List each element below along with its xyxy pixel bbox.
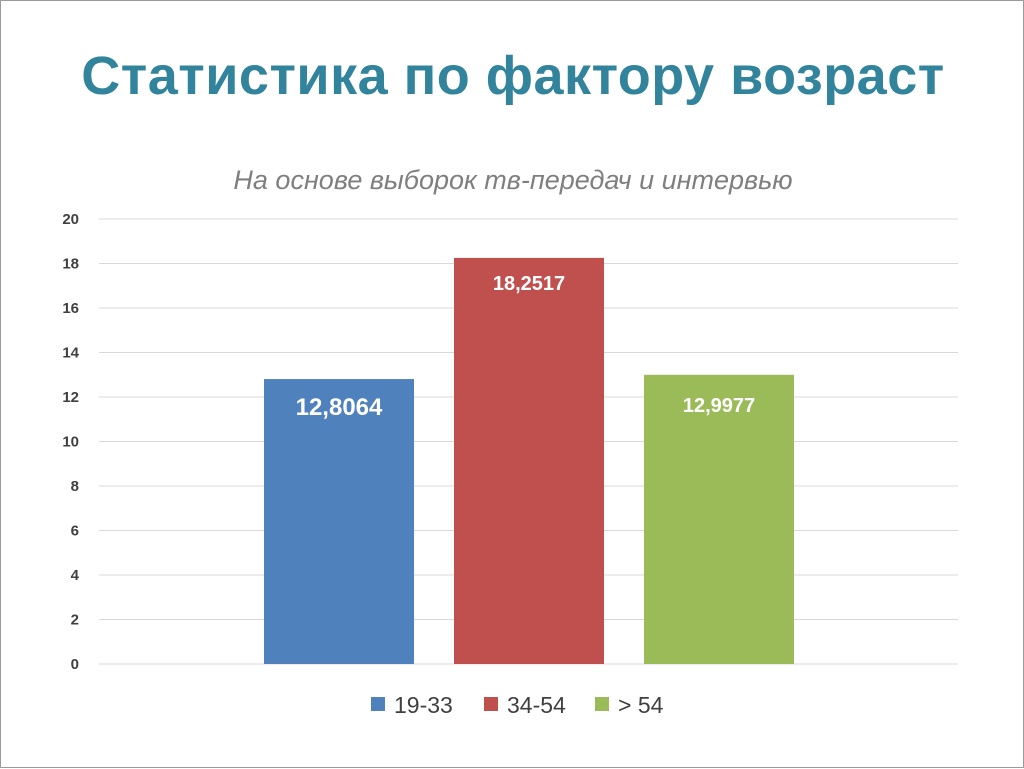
bars xyxy=(264,257,794,664)
y-axis-ticks: 0 2 4 6 8 10 12 14 16 18 20 xyxy=(62,211,79,673)
legend-swatch xyxy=(371,697,385,711)
y-tick-label: 8 xyxy=(71,478,79,495)
y-tick-label: 2 xyxy=(71,612,79,629)
legend-label: 19-33 xyxy=(394,692,453,718)
bar-54 xyxy=(644,374,794,664)
y-tick-label: 4 xyxy=(71,567,80,584)
y-tick-label: 12 xyxy=(62,389,79,406)
data-labels: 12,8064 18,2517 12,9977 xyxy=(296,273,756,421)
bar-value-label: 12,8064 xyxy=(296,394,383,421)
slide-title: Статистика по фактору возраст xyxy=(81,46,945,106)
chart-subtitle: На основе выборок тв-передач и интервью xyxy=(233,165,792,195)
bar-value-label: 12,9977 xyxy=(683,395,755,417)
legend: 19-33 34-54 > 54 xyxy=(371,692,664,718)
legend-swatch xyxy=(595,697,609,711)
y-tick-label: 16 xyxy=(62,300,79,317)
y-tick-label: 0 xyxy=(71,656,79,673)
legend-label: 34-54 xyxy=(507,692,566,718)
y-tick-label: 6 xyxy=(71,523,79,540)
legend-label: > 54 xyxy=(618,692,664,718)
y-tick-label: 20 xyxy=(62,211,79,228)
y-tick-label: 14 xyxy=(62,345,79,362)
bar-34-54 xyxy=(454,257,604,664)
bar-19-33 xyxy=(264,379,414,664)
y-tick-label: 10 xyxy=(62,434,79,451)
y-tick-label: 18 xyxy=(62,256,79,273)
legend-swatch xyxy=(484,697,498,711)
bar-value-label: 18,2517 xyxy=(493,273,565,295)
